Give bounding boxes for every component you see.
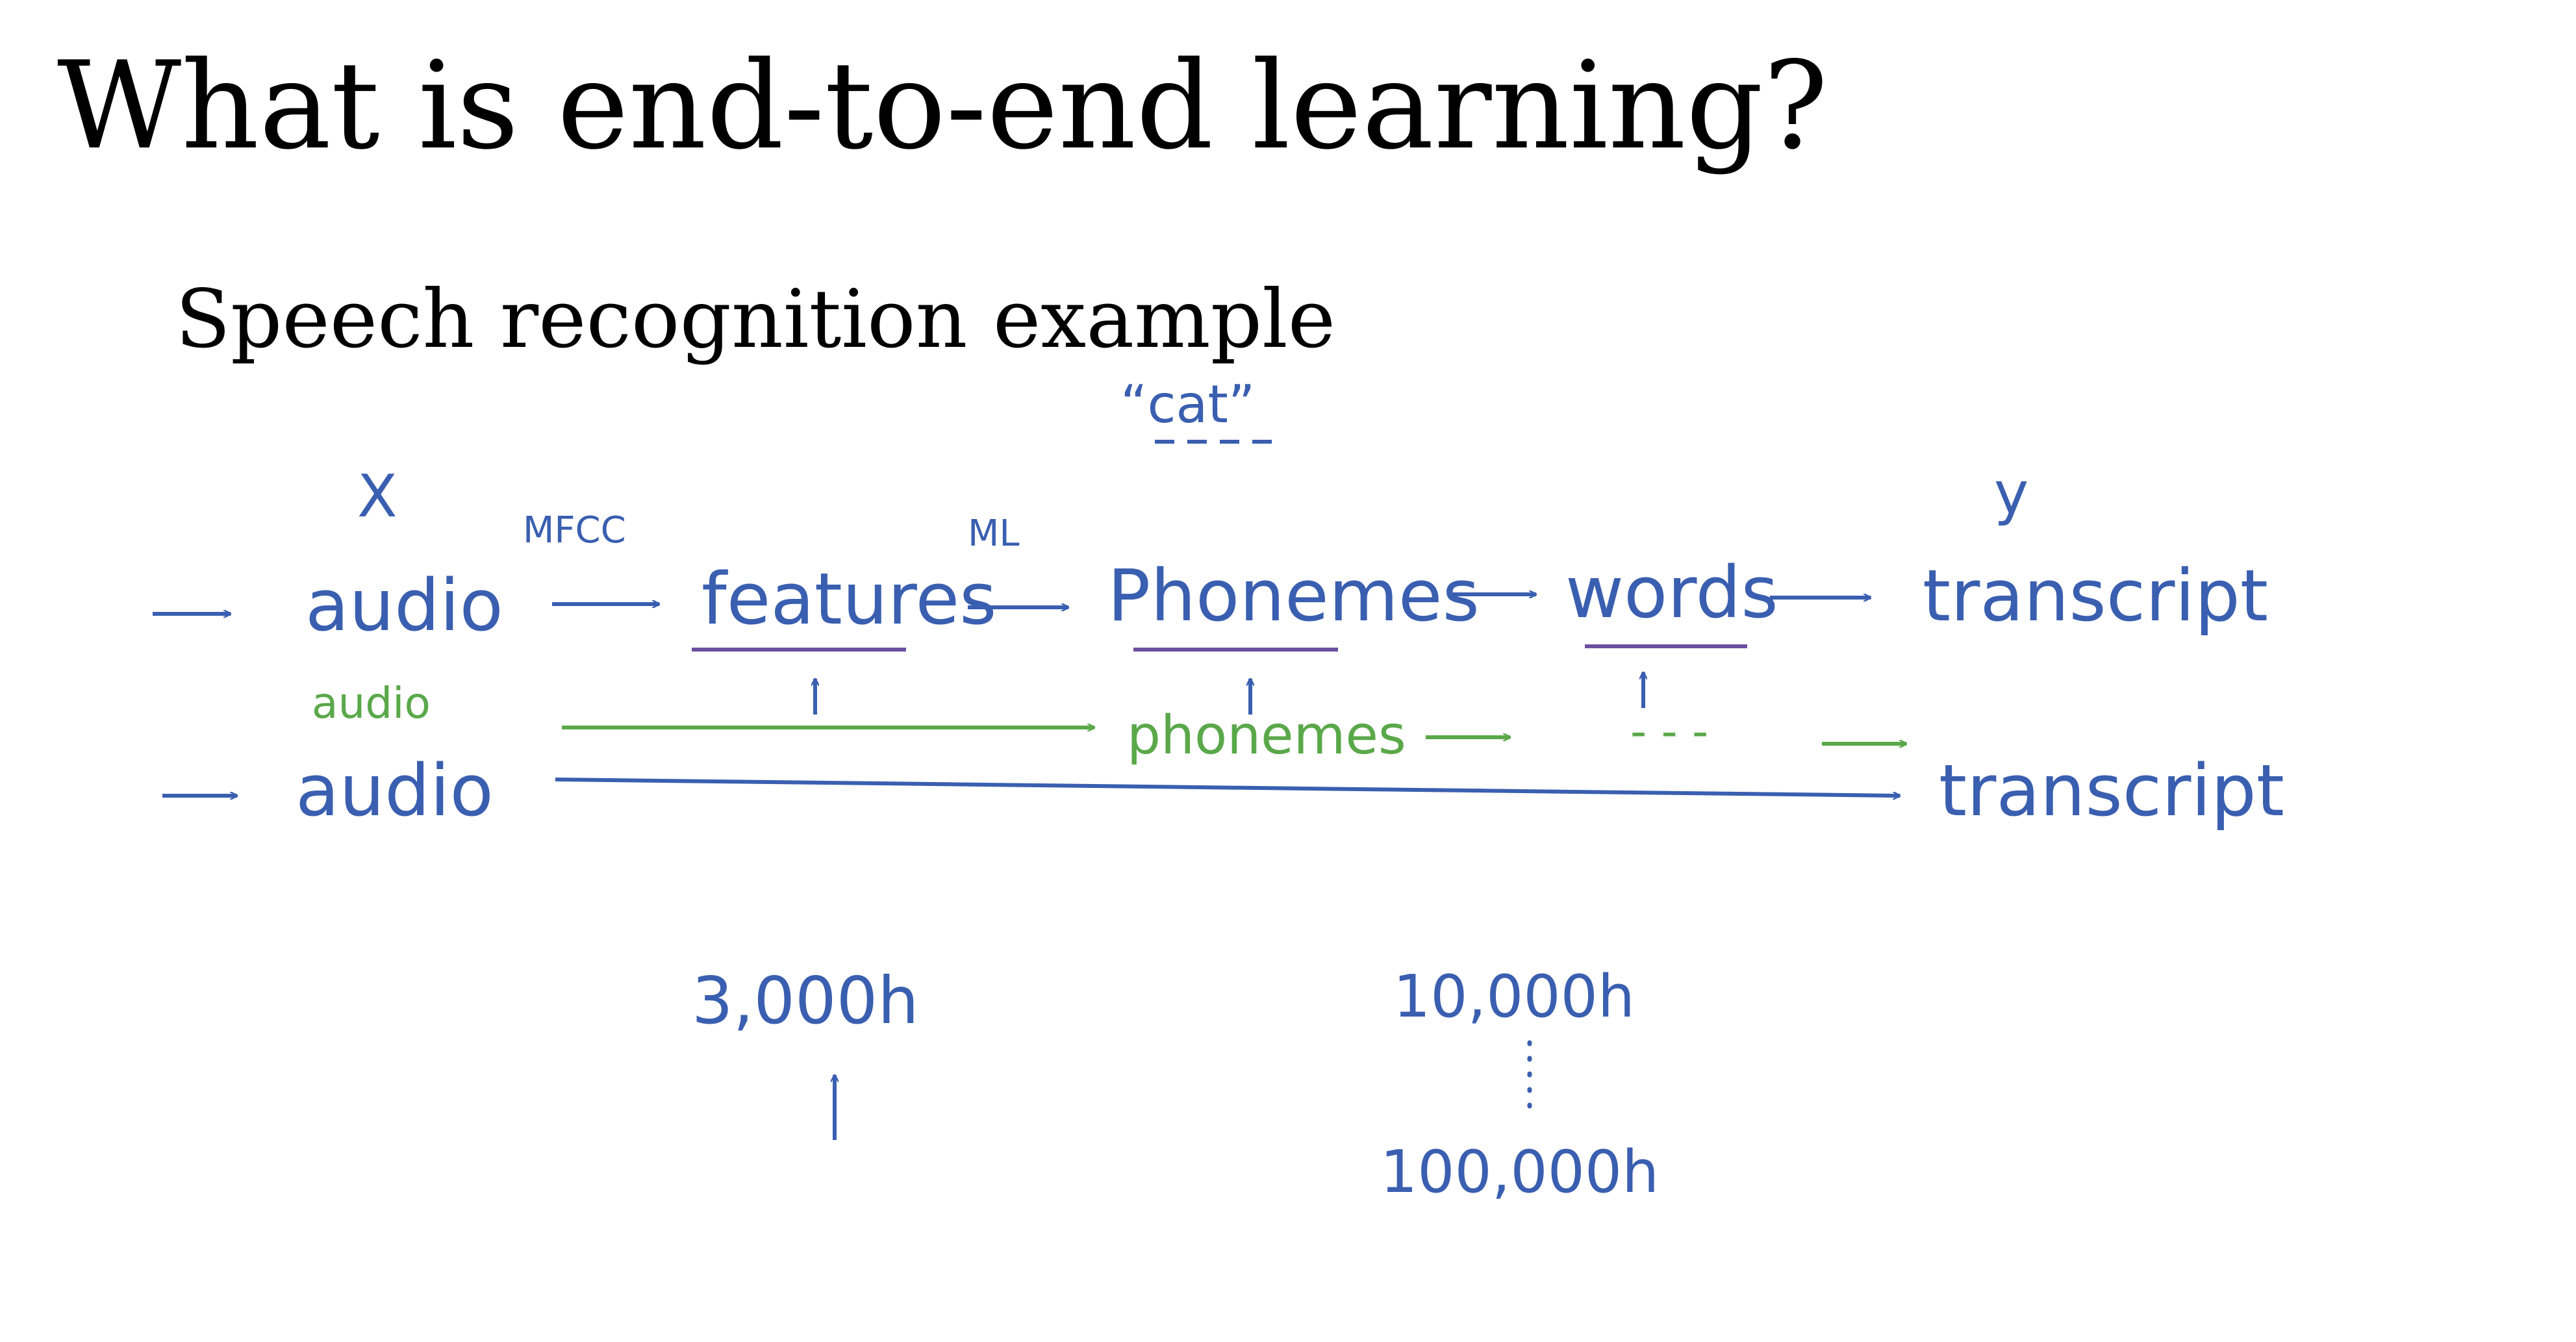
phonemes-label: Phonemes (1107, 554, 1480, 637)
x-label: X (357, 462, 398, 531)
cat-label: “cat” (1120, 374, 1255, 435)
pipeline-transcript-label: transcript (1923, 554, 2268, 637)
data-size-large-high: 100,000h (1380, 1138, 1659, 1206)
slide-subtitle: Speech recognition example (175, 273, 1336, 366)
words-label: words (1565, 551, 1778, 634)
e2e-audio-label: audio (296, 749, 494, 832)
features-label: features (701, 557, 996, 640)
mfcc-label: MFCC (523, 509, 626, 551)
slide-title: What is end-to-end learning? (57, 35, 1828, 176)
end-to-end-arrow (555, 778, 1900, 796)
middle-audio-label: audio (312, 678, 431, 728)
e2e-transcript-label: transcript (1939, 749, 2284, 832)
middle-phonemes-label: phonemes (1127, 705, 1406, 766)
pipeline-audio-label: audio (305, 564, 503, 647)
y-label: y (1994, 459, 2028, 527)
data-size-large-low: 10,000h (1393, 963, 1635, 1031)
middle-ellipsis: - - - (1630, 705, 1708, 758)
ml-label: ML (968, 513, 1020, 555)
data-size-small: 3,000h (692, 963, 919, 1039)
